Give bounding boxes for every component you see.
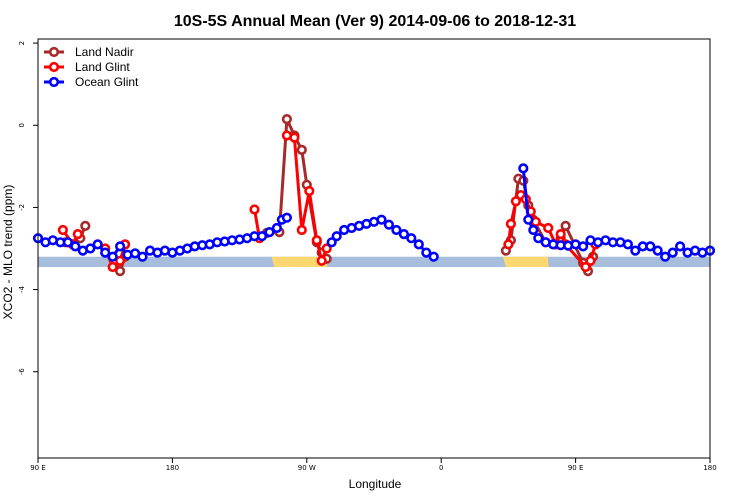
data-point-1-13 [311, 235, 322, 246]
data-point-2-14 [137, 251, 148, 262]
ocean-strip [38, 256, 710, 267]
data-point-1-2 [72, 229, 83, 240]
y-tick-label-0: 2 [18, 41, 26, 45]
data-point-1-12 [304, 185, 315, 197]
plot-content [32, 113, 716, 277]
data-point-2-46 [406, 233, 417, 244]
data-point-2-72 [674, 241, 686, 252]
data-point-1-27 [580, 261, 591, 273]
x-tick-label-5: 180 [703, 464, 716, 472]
data-point-2-52 [528, 224, 539, 236]
legend-marker-2 [48, 76, 60, 88]
y-tick-label-3: -4 [18, 286, 26, 294]
data-point-1-18 [510, 196, 522, 207]
land-strip-1 [502, 256, 549, 267]
series-line-2-1 [330, 218, 435, 259]
data-point-2-50 [518, 163, 529, 174]
data-point-2-32 [271, 222, 283, 234]
data-point-0-3 [80, 220, 91, 231]
data-point-1-16 [503, 239, 514, 250]
x-tick-label-3: 0 [439, 464, 443, 472]
x-tick-label-1: 180 [166, 464, 179, 472]
data-point-2-34 [281, 212, 293, 223]
data-point-1-11 [296, 224, 307, 236]
series-2 [32, 163, 716, 262]
data-point-0-25 [560, 220, 571, 231]
x-tick-label-0: 90 E [30, 464, 46, 472]
data-point-1-10 [289, 132, 300, 143]
series-1 [57, 130, 601, 273]
data-point-2-7 [85, 243, 96, 254]
data-point-2-31 [264, 227, 275, 238]
data-point-2-35 [326, 237, 337, 248]
legend-marker-0 [48, 46, 60, 58]
data-point-2-36 [331, 231, 342, 242]
data-point-1-0 [57, 224, 69, 236]
data-point-1-15 [321, 243, 332, 254]
y-tick-label-1: 0 [18, 123, 26, 127]
data-point-2-70 [660, 251, 671, 262]
data-point-2-68 [645, 241, 656, 252]
data-point-1-17 [505, 218, 517, 229]
land-strip-0 [271, 256, 328, 267]
data-point-2-11 [114, 241, 126, 252]
y-axis: 2 0 -2 -4 -6 [18, 41, 38, 375]
data-point-2-47 [413, 239, 424, 250]
data-point-2-44 [391, 224, 402, 236]
data-point-2-65 [622, 239, 634, 250]
data-point-0-9 [281, 113, 293, 125]
data-point-2-43 [383, 219, 395, 230]
chart-title: 10S-5S Annual Mean (Ver 9) 2014-09-06 to… [174, 13, 576, 30]
data-point-2-66 [630, 245, 641, 256]
plot-frame [37, 38, 711, 459]
data-point-1-23 [543, 222, 554, 234]
data-point-2-10 [107, 251, 118, 262]
data-point-2-59 [577, 241, 589, 252]
data-point-2-8 [92, 239, 103, 250]
data-point-2-30 [256, 231, 268, 242]
data-point-2-5 [70, 241, 81, 252]
x-axis: 90 E 180 90 W 0 90 E 180 [30, 458, 717, 472]
data-point-1-5 [114, 255, 126, 266]
x-axis-label: Longitude [349, 477, 402, 491]
data-point-2-69 [652, 245, 663, 256]
y-tick-label-2: -2 [18, 204, 26, 211]
data-point-2-42 [376, 214, 387, 225]
data-point-2-9 [100, 247, 111, 258]
data-point-2-4 [62, 237, 73, 248]
legend-label-1: Land Glint [75, 60, 130, 74]
data-point-1-28 [585, 255, 596, 266]
x-tick-label-4: 90 E [568, 464, 584, 472]
data-point-0-5 [114, 266, 126, 277]
data-point-1-7 [249, 204, 260, 215]
data-point-2-49 [428, 251, 439, 262]
legend-marker-1 [48, 61, 60, 73]
data-point-2-53 [533, 233, 544, 244]
y-tick-label-4: -6 [18, 368, 26, 376]
data-point-2-51 [523, 214, 534, 225]
data-point-1-14 [316, 255, 327, 266]
data-point-2-48 [421, 247, 432, 258]
data-point-2-71 [667, 247, 678, 258]
y-axis-label: XCO2 - MLO trend (ppm) [1, 185, 15, 320]
data-point-1-4 [107, 261, 118, 273]
x-tick-label-2: 90 W [298, 464, 316, 472]
legend-label-0: Land Nadir [75, 45, 134, 59]
data-point-2-45 [398, 229, 410, 240]
data-point-0-11 [296, 144, 307, 155]
legend-label-2: Ocean Glint [75, 75, 139, 89]
data-point-1-25 [555, 229, 566, 240]
